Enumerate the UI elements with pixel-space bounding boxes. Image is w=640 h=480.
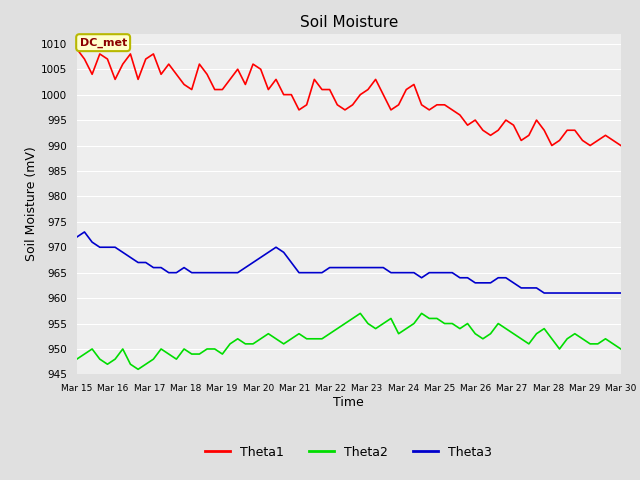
Theta3 (157, 264, 165, 270)
Line: Theta1: Theta1 (77, 49, 621, 145)
Theta2 (157, 346, 165, 352)
Theta1 (441, 102, 449, 108)
Theta1 (73, 46, 81, 52)
Theta2 (264, 331, 272, 336)
Line: Theta2: Theta2 (77, 313, 621, 369)
Theta2 (356, 311, 364, 316)
Theta1 (380, 92, 387, 97)
Theta3 (264, 250, 272, 255)
Theta1 (418, 102, 426, 108)
Theta2 (395, 331, 403, 336)
Theta3 (540, 290, 548, 296)
Theta1 (204, 72, 211, 77)
Theta2 (433, 315, 441, 321)
Line: Theta3: Theta3 (77, 232, 621, 293)
Text: DC_met: DC_met (79, 37, 127, 48)
Theta1 (548, 143, 556, 148)
Y-axis label: Soil Moisture (mV): Soil Moisture (mV) (25, 146, 38, 262)
Theta3 (73, 234, 81, 240)
Theta2 (134, 366, 142, 372)
Theta3 (586, 290, 594, 296)
Theta3 (617, 290, 625, 296)
Theta3 (426, 270, 433, 276)
Theta2 (586, 341, 594, 347)
Theta2 (617, 346, 625, 352)
Theta3 (387, 270, 395, 276)
Theta2 (73, 356, 81, 362)
Theta1 (257, 66, 264, 72)
Legend: Theta1, Theta2, Theta3: Theta1, Theta2, Theta3 (200, 441, 497, 464)
Theta1 (150, 51, 157, 57)
Title: Soil Moisture: Soil Moisture (300, 15, 398, 30)
X-axis label: Time: Time (333, 396, 364, 409)
Theta1 (617, 143, 625, 148)
Theta3 (81, 229, 88, 235)
Theta3 (449, 270, 456, 276)
Theta2 (456, 326, 464, 332)
